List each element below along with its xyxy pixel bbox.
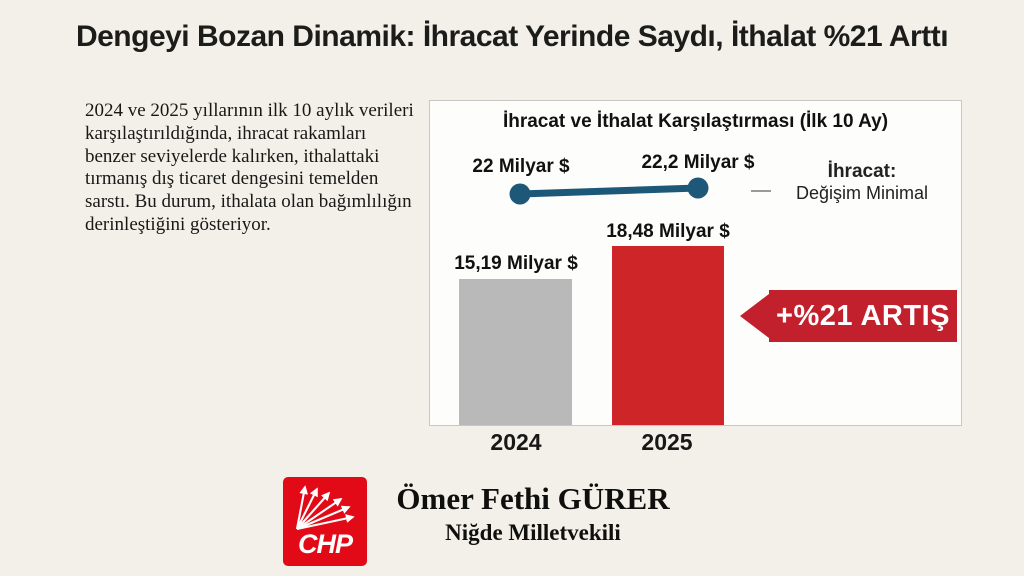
- chp-logo-text: CHP: [297, 529, 353, 559]
- bar-2024: [459, 279, 572, 425]
- page-title: Dengeyi Bozan Dinamik: İhracat Yerinde S…: [75, 20, 949, 53]
- line-point-2024: [509, 183, 531, 205]
- line-value-label-2024: 22 Milyar $: [472, 156, 570, 177]
- author-name: Ömer Fethi GÜRER: [396, 481, 670, 516]
- increase-callout: +%21 ARTIŞ: [740, 290, 957, 342]
- line-point-2025: [687, 177, 709, 199]
- line-annotation-subtitle: Değişim Minimal: [795, 183, 929, 203]
- chart-panel: İhracat ve İthalat Karşılaştırması (İlk …: [429, 100, 962, 426]
- line-annotation-title: İhracat:: [827, 161, 897, 182]
- axis-label-2024: 2024: [490, 429, 542, 455]
- summary-text: 2024 ve 2025 yıllarının ilk 10 aylık ver…: [85, 100, 414, 235]
- export-line-chart: [509, 177, 771, 205]
- footer-names: Ömer Fethi GÜRER Niğde Milletvekili: [368, 481, 698, 546]
- line-value-label-2025: 22,2 Milyar $: [641, 152, 755, 173]
- line-annotation: İhracat: Değişim Minimal: [781, 161, 943, 204]
- author-role: Niğde Milletvekili: [445, 520, 621, 545]
- bar-2025: [612, 246, 724, 425]
- increase-callout-text: +%21 ARTIŞ: [776, 299, 950, 332]
- axis-label-2025: 2025: [641, 429, 693, 455]
- bar-value-label-2025: 18,48 Milyar $: [606, 221, 730, 242]
- chp-logo: CHP: [283, 477, 367, 566]
- chp-arrows-icon: [295, 485, 355, 531]
- bar-value-label-2024: 15,19 Milyar $: [454, 253, 578, 274]
- chart-title: İhracat ve İthalat Karşılaştırması (İlk …: [502, 111, 889, 132]
